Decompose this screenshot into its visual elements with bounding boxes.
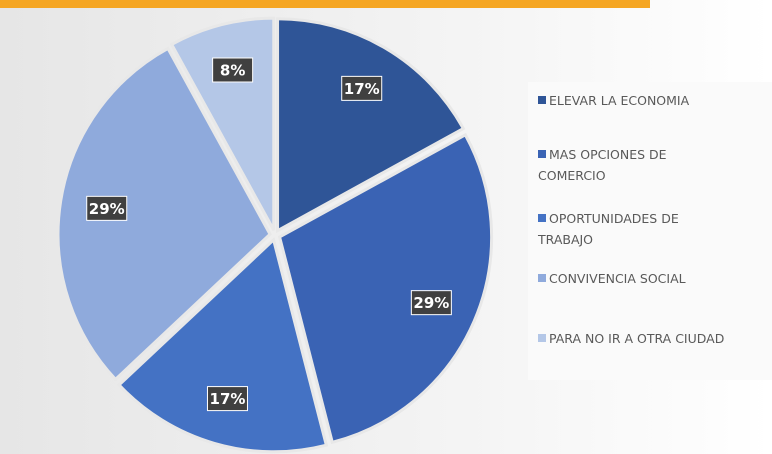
legend-item: OPORTUNIDADES DE TRABAJO [538,208,688,250]
data-label-box [206,386,248,412]
legend-label: PARA NO IR A OTRA CIUDAD [549,331,725,346]
legend-item: ELEVAR LA ECONOMIA [538,90,772,111]
legend-swatch [538,150,546,158]
data-label: 8% [220,61,245,79]
legend-label: MAS OPCIONES DE COMERCIO [538,147,667,183]
legend-item: MAS OPCIONES DE COMERCIO [538,144,688,186]
pie-slice [116,236,329,454]
pie-slice [56,46,272,382]
data-label-box [410,290,452,316]
legend-item: PARA NO IR A OTRA CIUDAD [538,328,772,349]
legend: ELEVAR LA ECONOMIA MAS OPCIONES DE COMERC… [528,82,772,380]
legend-swatch [538,334,546,342]
top-bar [0,0,650,8]
legend-label: CONVIVENCIA SOCIAL [549,271,686,286]
legend-swatch [538,274,546,282]
data-label-box [86,195,128,221]
pie-slice [277,132,494,445]
legend-swatch [538,214,546,222]
data-label: 17% [344,80,380,98]
legend-item: CONVIVENCIA SOCIAL [538,268,772,289]
data-label: 29% [89,200,125,218]
legend-swatch [538,96,546,104]
legend-label: ELEVAR LA ECONOMIA [549,93,690,108]
data-label: 17% [210,390,246,408]
data-label-box [341,75,383,101]
pie-slice [276,17,466,234]
data-label-box [212,57,254,83]
data-label: 29% [413,294,449,312]
legend-label: OPORTUNIDADES DE TRABAJO [538,211,679,247]
